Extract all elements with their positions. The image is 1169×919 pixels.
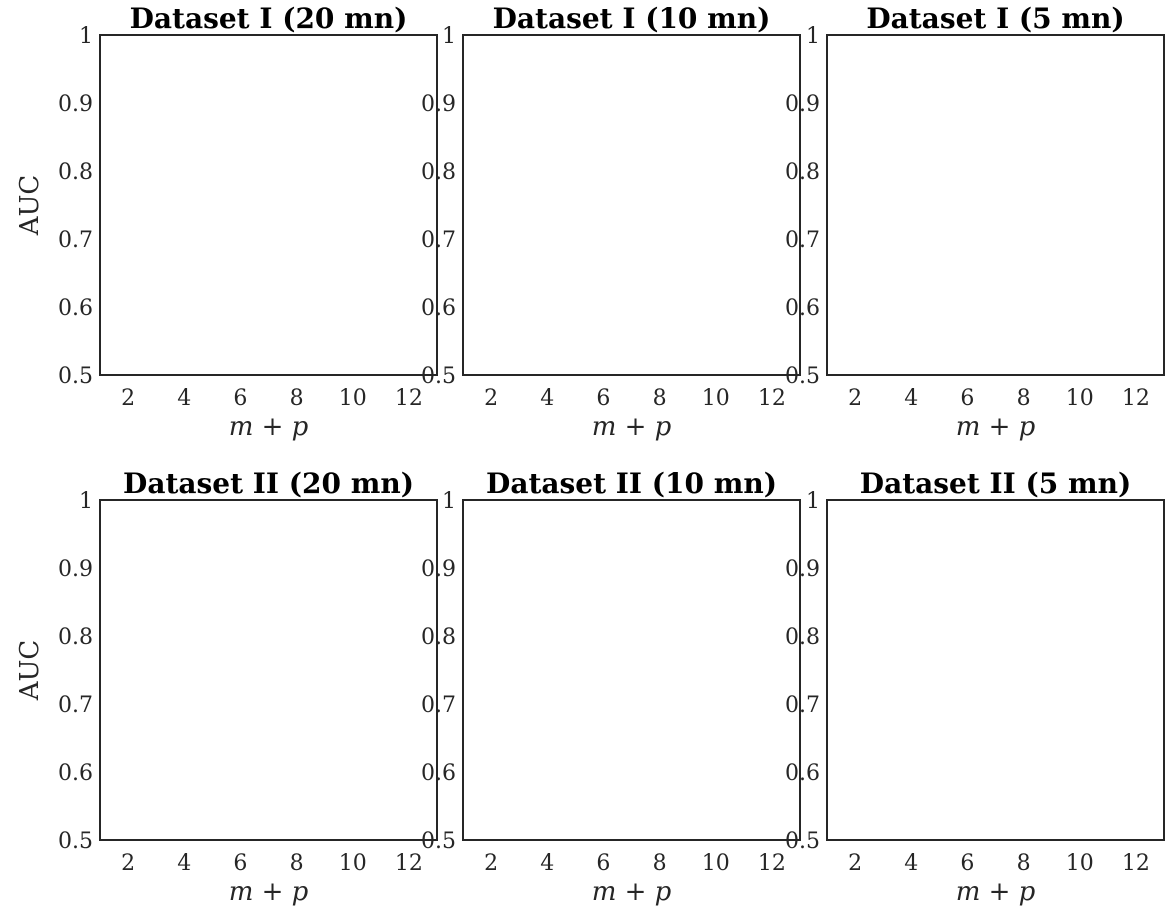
chart-panel-2: 2 4 6 8 10 12 0.5 0.6 0.7 0.8 0.9 1 Dataset I (10 mn…	[421, 2, 801, 442]
panel-title: Dataset II (5 mn)	[860, 467, 1131, 500]
panel-title: Dataset I (20 mn)	[130, 2, 408, 35]
axis-frame	[99, 34, 438, 376]
x-tick-label: 6	[960, 851, 974, 876]
x-tick-label: 10	[1066, 851, 1094, 876]
y-tick-label: 0.9	[785, 557, 820, 582]
x-tick-label: 10	[702, 851, 730, 876]
y-axis-label: AUC	[15, 175, 45, 237]
x-tick-label: 4	[904, 851, 918, 876]
y-tick-label: 0.7	[785, 228, 820, 253]
y-tick-label: 0.5	[785, 829, 820, 854]
chart-panel-3: 2 4 6 8 10 12 0.5 0.6 0.7 0.8 0.9 1 Dataset I (5 mn)…	[785, 2, 1165, 442]
chart-panel-6: 2 4 6 8 10 12 0.5 0.6 0.7 0.8 0.9 1 Dataset II (5 mn…	[785, 467, 1165, 907]
x-tick-label: 8	[1017, 851, 1031, 876]
y-tick-label: 0.9	[58, 92, 93, 117]
x-tick-label: 8	[1017, 386, 1031, 411]
chart-panel-4: 2 4 6 8 10 12 0.5 0.6 0.7 0.8 0.9 1 Dataset II (20 m…	[15, 467, 438, 907]
y-tick-label: 0.6	[58, 761, 93, 786]
x-tick-label: 12	[395, 851, 423, 876]
x-tick-label: 12	[758, 851, 786, 876]
panel-title: Dataset I (10 mn)	[493, 2, 771, 35]
x-tick-label: 6	[233, 851, 247, 876]
y-tick-label: 0.6	[421, 761, 456, 786]
y-tick-label: 0.7	[421, 228, 456, 253]
x-tick-label: 6	[596, 851, 610, 876]
x-axis-label: m + p	[229, 412, 309, 442]
y-tick-label: 0.7	[58, 228, 93, 253]
axis-frame	[462, 34, 801, 376]
y-tick-label: 1	[79, 24, 93, 49]
y-tick-label: 0.9	[58, 557, 93, 582]
y-tick-label: 0.5	[421, 829, 456, 854]
chart-panel-1: 2 4 6 8 10 12 0.5 0.6 0.7 0.8 0.9 1 Dataset I (20 mn…	[15, 2, 438, 442]
x-tick-label: 8	[290, 386, 304, 411]
y-tick-label: 0.9	[421, 557, 456, 582]
x-axis-label: m + p	[592, 412, 672, 442]
y-tick-label: 0.8	[785, 625, 820, 650]
x-tick-label: 2	[121, 386, 135, 411]
x-tick-label: 12	[1122, 851, 1150, 876]
x-tick-label: 8	[653, 386, 667, 411]
x-tick-label: 8	[290, 851, 304, 876]
y-tick-label: 0.6	[58, 296, 93, 321]
x-tick-label: 12	[758, 386, 786, 411]
y-tick-label: 0.6	[785, 761, 820, 786]
x-tick-label: 6	[233, 386, 247, 411]
x-tick-label: 10	[1066, 386, 1094, 411]
y-tick-label: 0.7	[785, 693, 820, 718]
x-tick-label: 4	[177, 386, 191, 411]
panel-title: Dataset II (10 mn)	[486, 467, 777, 500]
axis-frame	[99, 499, 438, 841]
y-tick-label: 0.8	[785, 160, 820, 185]
y-tick-label: 1	[806, 24, 820, 49]
y-tick-label: 0.5	[58, 829, 93, 854]
x-axis-label: m + p	[229, 877, 309, 907]
x-axis-label: m + p	[592, 877, 672, 907]
x-tick-label: 6	[596, 386, 610, 411]
x-tick-label: 12	[1122, 386, 1150, 411]
y-tick-label: 0.5	[785, 364, 820, 389]
panel-title: Dataset I (5 mn)	[866, 2, 1124, 35]
y-tick-label: 1	[806, 489, 820, 514]
x-tick-label: 10	[339, 386, 367, 411]
y-tick-label: 0.6	[785, 296, 820, 321]
y-tick-label: 1	[442, 24, 456, 49]
axis-frame	[826, 34, 1165, 376]
y-tick-label: 0.9	[785, 92, 820, 117]
y-tick-label: 0.8	[58, 160, 93, 185]
x-tick-label: 6	[960, 386, 974, 411]
x-tick-label: 10	[339, 851, 367, 876]
x-axis-label: m + p	[956, 412, 1036, 442]
x-tick-label: 2	[121, 851, 135, 876]
y-tick-label: 0.9	[421, 92, 456, 117]
axis-frame	[462, 499, 801, 841]
x-tick-label: 4	[540, 851, 554, 876]
y-tick-label: 0.6	[421, 296, 456, 321]
y-tick-label: 1	[79, 489, 93, 514]
y-tick-label: 0.8	[421, 160, 456, 185]
y-tick-label: 0.5	[58, 364, 93, 389]
x-tick-label: 2	[848, 386, 862, 411]
x-tick-label: 2	[848, 851, 862, 876]
x-tick-label: 2	[484, 386, 498, 411]
x-axis-label: m + p	[956, 877, 1036, 907]
y-tick-label: 0.8	[58, 625, 93, 650]
x-tick-label: 4	[904, 386, 918, 411]
x-tick-label: 10	[702, 386, 730, 411]
x-tick-label: 2	[484, 851, 498, 876]
panel-title: Dataset II (20 mn)	[123, 467, 414, 500]
chart-panel-5: 2 4 6 8 10 12 0.5 0.6 0.7 0.8 0.9 1 Dataset II (10 m…	[421, 467, 801, 907]
y-tick-label: 0.8	[421, 625, 456, 650]
x-tick-label: 4	[540, 386, 554, 411]
y-tick-label: 1	[442, 489, 456, 514]
x-tick-label: 8	[653, 851, 667, 876]
axis-frame	[826, 499, 1165, 841]
x-tick-label: 12	[395, 386, 423, 411]
y-tick-label: 0.5	[421, 364, 456, 389]
x-tick-label: 4	[177, 851, 191, 876]
y-tick-label: 0.7	[421, 693, 456, 718]
y-tick-label: 0.7	[58, 693, 93, 718]
y-axis-label: AUC	[15, 640, 45, 702]
